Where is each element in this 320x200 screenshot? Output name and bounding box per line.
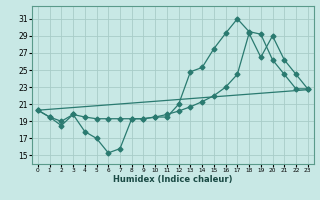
X-axis label: Humidex (Indice chaleur): Humidex (Indice chaleur) [113, 175, 233, 184]
